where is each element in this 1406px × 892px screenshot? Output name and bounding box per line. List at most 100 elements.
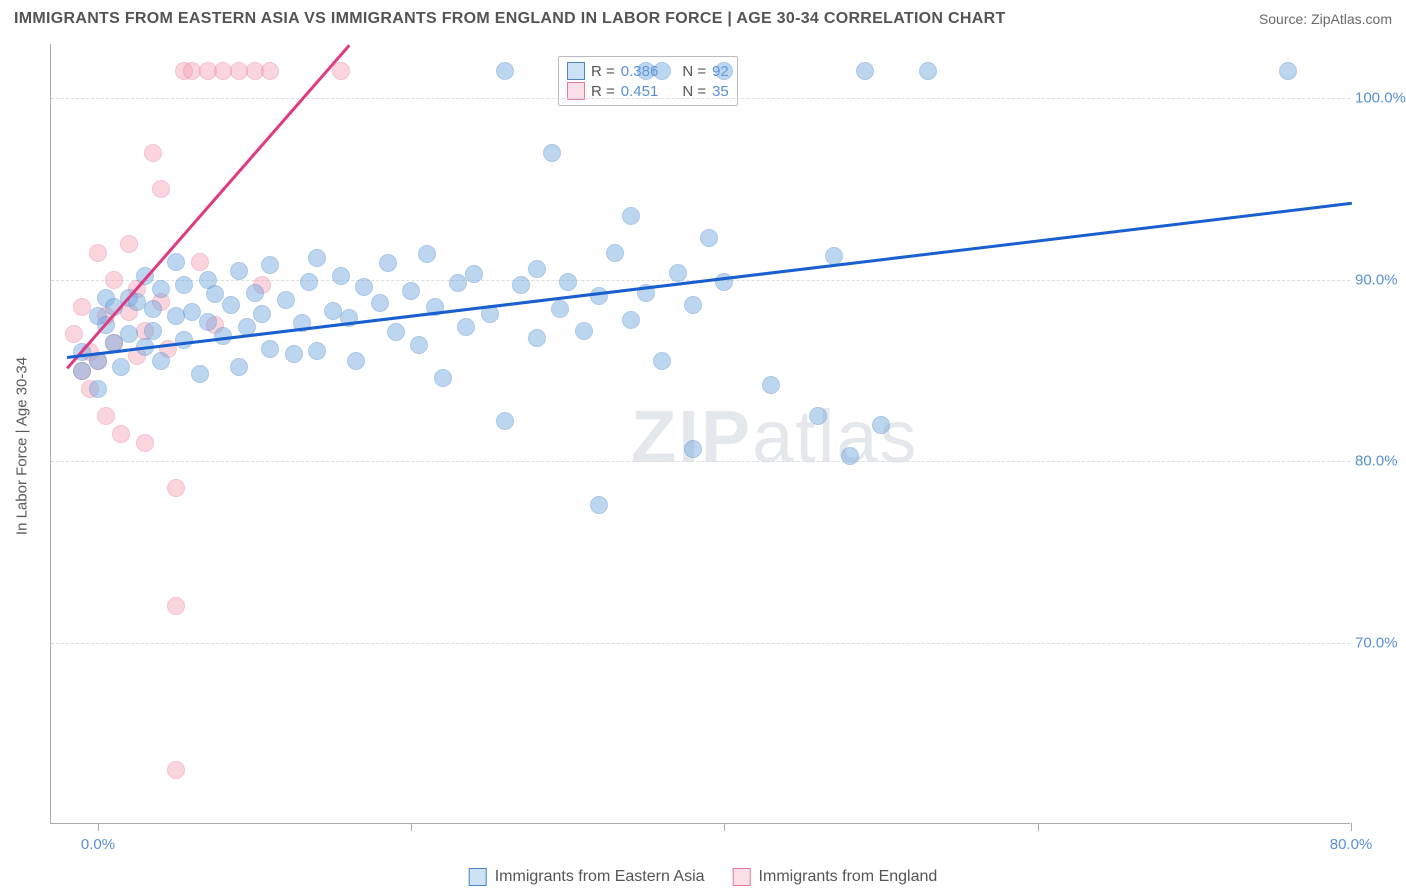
legend-n-label: N = [682, 83, 706, 100]
data-point [387, 323, 405, 341]
data-point [105, 271, 123, 289]
data-point [191, 253, 209, 271]
data-point [590, 496, 608, 514]
data-point [230, 262, 248, 280]
legend-n-value: 35 [712, 83, 729, 100]
grid-line [51, 643, 1350, 644]
legend-swatch [567, 82, 585, 100]
series-legend-label: Immigrants from Eastern Asia [495, 868, 705, 886]
data-point [144, 300, 162, 318]
data-point [112, 425, 130, 443]
x-tick [98, 823, 99, 831]
data-point [715, 62, 733, 80]
legend-swatch [469, 868, 487, 886]
data-point [418, 245, 436, 263]
series-legend-item: Immigrants from Eastern Asia [469, 868, 705, 886]
data-point [872, 416, 890, 434]
data-point [622, 311, 640, 329]
data-point [152, 180, 170, 198]
data-point [528, 329, 546, 347]
data-point [332, 62, 350, 80]
data-point [669, 264, 687, 282]
data-point [261, 62, 279, 80]
legend-r-label: R = [591, 63, 615, 80]
data-point [700, 229, 718, 247]
data-point [332, 267, 350, 285]
data-point [308, 249, 326, 267]
data-point [622, 207, 640, 225]
data-point [402, 282, 420, 300]
data-point [285, 345, 303, 363]
grid-line [51, 98, 1350, 99]
data-point [379, 254, 397, 272]
data-point [575, 322, 593, 340]
data-point [167, 597, 185, 615]
y-axis-title: In Labor Force | Age 30-34 [14, 357, 31, 535]
data-point [1279, 62, 1297, 80]
y-tick-label: 90.0% [1355, 271, 1406, 288]
data-point [89, 244, 107, 262]
x-tick-label: 0.0% [81, 836, 115, 853]
x-tick [724, 823, 725, 831]
data-point [371, 294, 389, 312]
legend-r-value: 0.451 [621, 83, 659, 100]
data-point [684, 440, 702, 458]
data-point [199, 313, 217, 331]
watermark: ZIPatlas [631, 394, 918, 479]
scatter-chart: ZIPatlas R = 0.386N = 92R = 0.451N = 35 … [50, 44, 1350, 824]
x-tick [411, 823, 412, 831]
x-tick [1038, 823, 1039, 831]
data-point [653, 352, 671, 370]
data-point [120, 325, 138, 343]
data-point [841, 447, 859, 465]
legend-n-label: N = [682, 63, 706, 80]
x-tick [1351, 823, 1352, 831]
data-point [528, 260, 546, 278]
y-tick-label: 70.0% [1355, 634, 1406, 651]
data-point [465, 265, 483, 283]
data-point [856, 62, 874, 80]
data-point [167, 761, 185, 779]
grid-line [51, 461, 1350, 462]
data-point [434, 369, 452, 387]
data-point [457, 318, 475, 336]
data-point [167, 253, 185, 271]
data-point [246, 284, 264, 302]
data-point [559, 273, 577, 291]
y-tick-label: 100.0% [1355, 90, 1406, 107]
data-point [261, 256, 279, 274]
legend-swatch [567, 62, 585, 80]
data-point [809, 407, 827, 425]
data-point [112, 358, 130, 376]
data-point [496, 412, 514, 430]
legend-r-label: R = [591, 83, 615, 100]
series-legend-item: Immigrants from England [733, 868, 938, 886]
data-point [65, 325, 83, 343]
data-point [222, 296, 240, 314]
data-point [152, 280, 170, 298]
data-point [144, 144, 162, 162]
data-point [277, 291, 295, 309]
data-point [89, 380, 107, 398]
data-point [97, 407, 115, 425]
chart-title: IMMIGRANTS FROM EASTERN ASIA VS IMMIGRAN… [14, 10, 1006, 28]
series-legend-label: Immigrants from England [759, 868, 938, 886]
data-point [347, 352, 365, 370]
data-point [152, 352, 170, 370]
data-point [590, 287, 608, 305]
data-point [543, 144, 561, 162]
data-point [762, 376, 780, 394]
data-point [206, 285, 224, 303]
data-point [144, 322, 162, 340]
source-label: Source: ZipAtlas.com [1259, 11, 1392, 27]
data-point [308, 342, 326, 360]
data-point [919, 62, 937, 80]
data-point [684, 296, 702, 314]
data-point [512, 276, 530, 294]
data-point [410, 336, 428, 354]
legend-swatch [733, 868, 751, 886]
data-point [606, 244, 624, 262]
data-point [253, 305, 271, 323]
data-point [551, 300, 569, 318]
x-tick-label: 80.0% [1330, 836, 1373, 853]
